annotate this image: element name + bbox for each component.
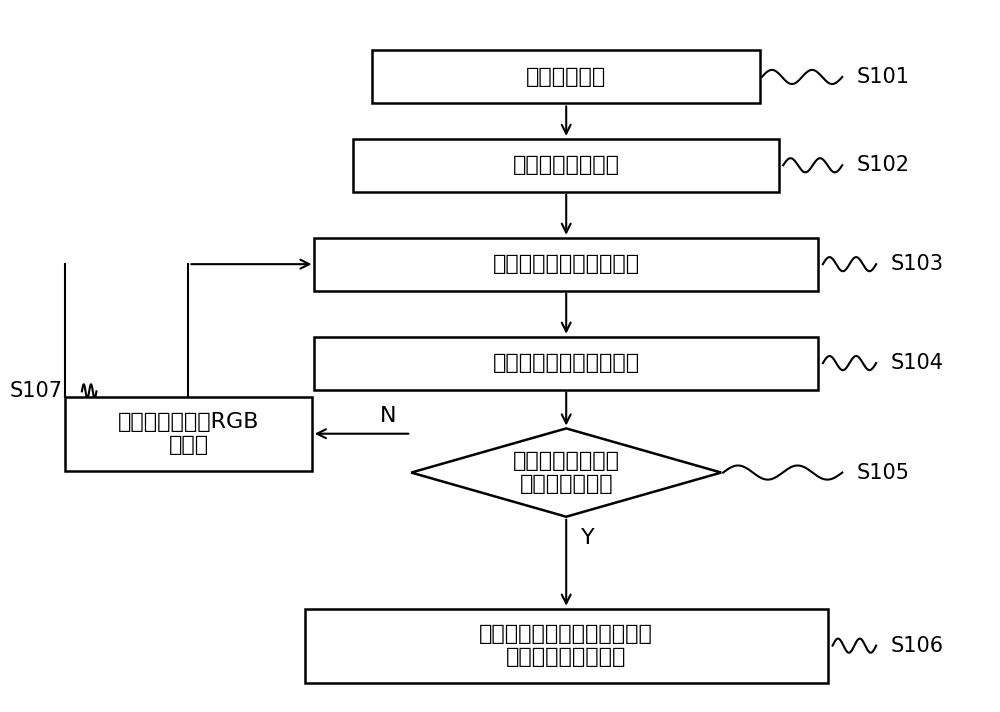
Text: S106: S106 — [891, 636, 944, 656]
Text: Y: Y — [581, 528, 594, 548]
FancyBboxPatch shape — [372, 51, 760, 103]
Text: S101: S101 — [857, 67, 910, 87]
Text: S102: S102 — [857, 155, 910, 175]
FancyBboxPatch shape — [305, 609, 828, 683]
Polygon shape — [411, 429, 721, 517]
Text: S103: S103 — [891, 254, 944, 274]
Text: S107: S107 — [10, 382, 63, 402]
FancyBboxPatch shape — [353, 139, 779, 192]
Text: 划分灰阶区间: 划分灰阶区间 — [526, 67, 606, 87]
Text: S105: S105 — [857, 463, 910, 483]
FancyBboxPatch shape — [314, 337, 818, 389]
Text: 获取灰阶区间端值: 获取灰阶区间端值 — [513, 155, 620, 175]
Text: S104: S104 — [891, 353, 944, 373]
Text: 向显示设备输入测试信号: 向显示设备输入测试信号 — [493, 254, 640, 274]
Text: 是否满足标准显示
图像的光学数据: 是否满足标准显示 图像的光学数据 — [513, 451, 620, 494]
FancyBboxPatch shape — [65, 397, 312, 471]
Text: 获取显示图像的光学数据: 获取显示图像的光学数据 — [493, 353, 640, 373]
Text: 保存该灰阶及对应的色温值，
并更新当前色温曲线: 保存该灰阶及对应的色温值， 并更新当前色温曲线 — [479, 624, 653, 667]
FancyBboxPatch shape — [314, 238, 818, 290]
Text: 校正测试信号的RGB
输入值: 校正测试信号的RGB 输入值 — [118, 412, 259, 455]
Text: N: N — [380, 406, 397, 426]
